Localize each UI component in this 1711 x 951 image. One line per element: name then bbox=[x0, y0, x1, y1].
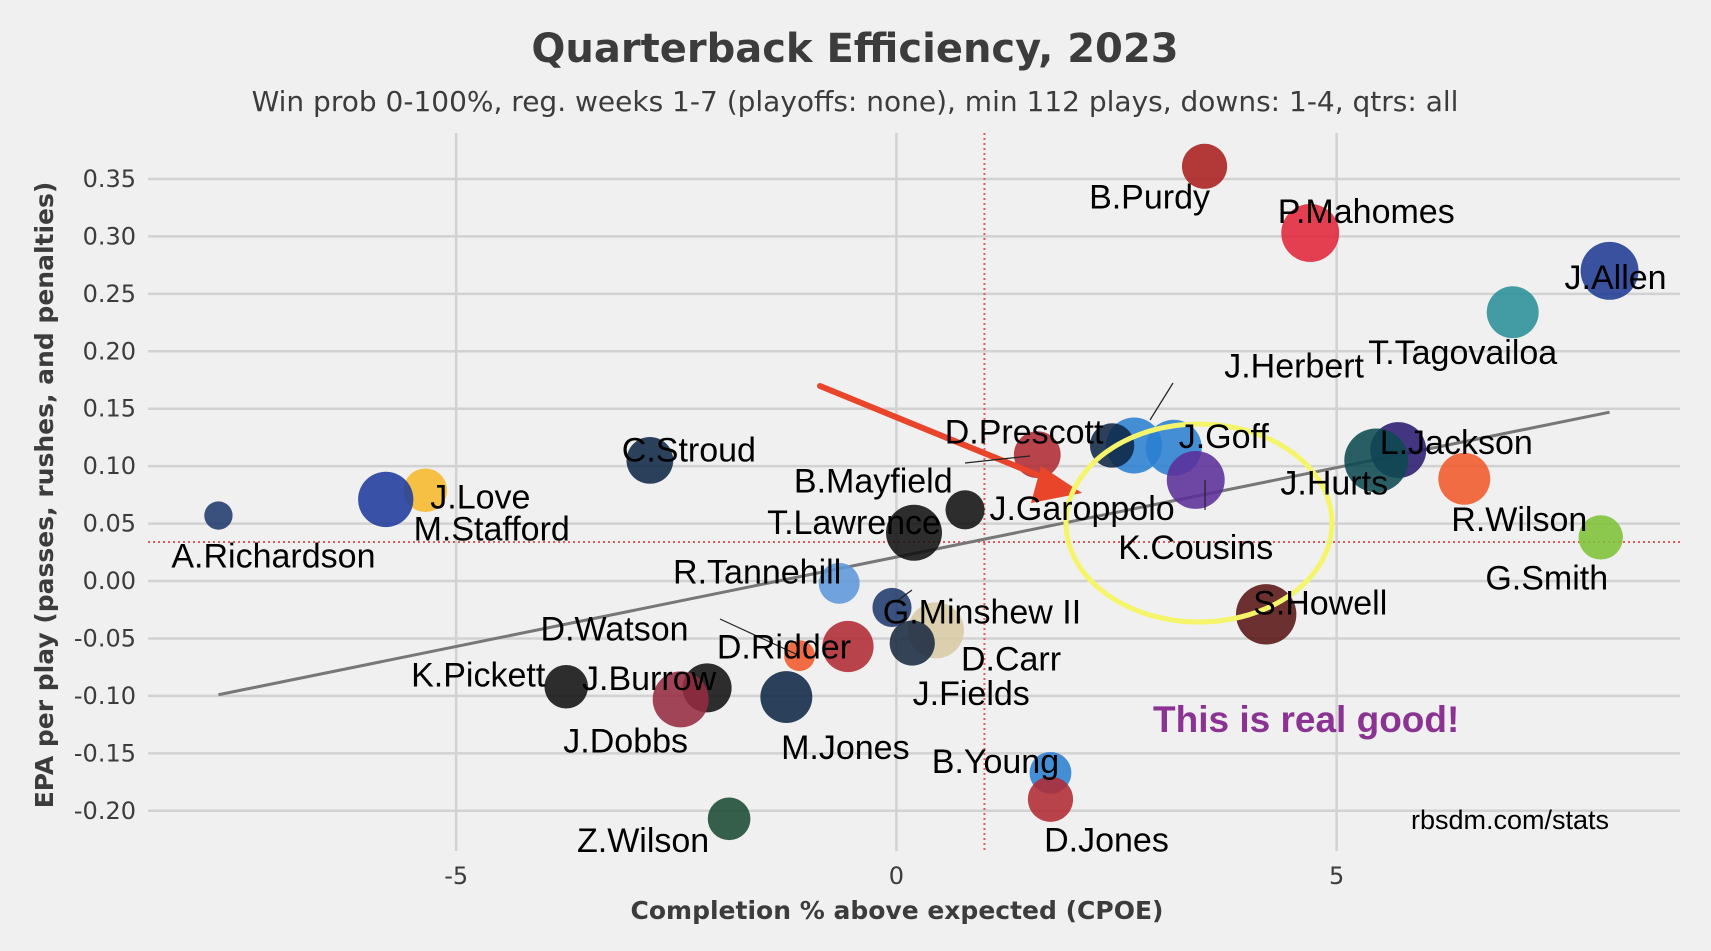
label-d-ridder: D.Ridder bbox=[717, 629, 851, 667]
point-m-stafford bbox=[358, 471, 414, 528]
label-d-watson: D.Watson bbox=[541, 611, 689, 649]
label-b-mayfield: B.Mayfield bbox=[794, 463, 953, 501]
label-b-young: B.Young bbox=[932, 743, 1059, 781]
y-tick-label: 0.25 bbox=[83, 280, 136, 308]
label-m-jones: M.Jones bbox=[781, 729, 910, 767]
label-g-smith: G.Smith bbox=[1485, 559, 1608, 597]
highlight-circle bbox=[1063, 421, 1335, 625]
x-tick-label: -5 bbox=[444, 862, 468, 890]
point-r-wilson bbox=[1438, 452, 1491, 505]
y-axis-label: EPA per play (passes, rushes, and penalt… bbox=[30, 182, 59, 809]
label-d-carr: D.Carr bbox=[961, 640, 1061, 678]
label-j-fields: J.Fields bbox=[913, 675, 1030, 713]
axis-ticks: -0.20 -0.15 -0.10 -0.05 0.00 0.05 0.10 0.15 0.20… bbox=[74, 165, 1344, 890]
point-z-wilson bbox=[707, 797, 751, 841]
label-d-jones: D.Jones bbox=[1044, 821, 1169, 859]
y-tick-label: 0.30 bbox=[83, 222, 136, 250]
point-d-watson bbox=[784, 640, 815, 672]
label-l-jackson: L.Jackson bbox=[1380, 424, 1533, 462]
label-m-stafford: M.Stafford bbox=[414, 510, 570, 548]
y-tick-label: 0.05 bbox=[83, 510, 136, 538]
y-tick-label: 0.15 bbox=[83, 395, 136, 423]
label-r-tannehill: R.Tannehill bbox=[673, 553, 841, 591]
arrow-shaft bbox=[817, 383, 1053, 483]
label-j-dobbs: J.Dobbs bbox=[563, 722, 688, 760]
y-tick-label: 0.10 bbox=[83, 452, 136, 480]
point-p-mahomes bbox=[1281, 203, 1340, 262]
point-j-dobbs bbox=[652, 671, 709, 728]
point-a-richardson bbox=[204, 501, 233, 530]
point-j-hurts bbox=[1344, 428, 1409, 493]
label-j-garoppolo: J.Garoppolo bbox=[989, 490, 1174, 528]
point-r-tannehill bbox=[818, 562, 860, 604]
y-tick-label: -0.20 bbox=[74, 797, 136, 825]
label-c-stroud: C.Stroud bbox=[622, 431, 756, 469]
label-j-herbert: J.Herbert bbox=[1224, 347, 1364, 385]
point-j-garoppolo bbox=[945, 490, 985, 530]
label-k-pickett: K.Pickett bbox=[411, 657, 546, 695]
point-j-allen bbox=[1580, 241, 1639, 300]
label-b-purdy: B.Purdy bbox=[1089, 178, 1210, 216]
point-c-stroud bbox=[626, 437, 674, 484]
source-credit: rbsdm.com/stats bbox=[1411, 805, 1609, 835]
point-k-pickett bbox=[544, 664, 588, 709]
point-t-tagovailoa bbox=[1486, 286, 1539, 339]
y-tick-label: -0.10 bbox=[74, 682, 136, 710]
chart-subtitle: Win prob 0-100%, reg. weeks 1-7 (playoff… bbox=[252, 85, 1459, 118]
label-j-allen: J.Allen bbox=[1565, 259, 1667, 297]
leader-line bbox=[896, 589, 913, 602]
label-j-goff: J.Goff bbox=[1179, 418, 1270, 456]
label-j-hurts: J.Hurts bbox=[1280, 464, 1388, 502]
label-a-richardson: A.Richardson bbox=[171, 538, 375, 576]
x-axis-label: Completion % above expected (CPOE) bbox=[631, 896, 1164, 925]
leader-line bbox=[1149, 382, 1174, 421]
annotation-overlay bbox=[817, 383, 1335, 625]
points bbox=[204, 143, 1639, 841]
point-b-mayfield bbox=[1013, 431, 1061, 479]
label-z-wilson: Z.Wilson bbox=[577, 822, 709, 860]
y-tick-label: -0.15 bbox=[74, 739, 136, 767]
chart-title: Quarterback Efficiency, 2023 bbox=[531, 26, 1178, 72]
label-p-mahomes: P.Mahomes bbox=[1278, 193, 1455, 231]
label-t-lawrence: T.Lawrence bbox=[767, 504, 941, 542]
point-j-love bbox=[403, 468, 448, 513]
label-g-minshew-ii: G.Minshew II bbox=[883, 593, 1081, 631]
point-k-cousins bbox=[1166, 450, 1225, 509]
point-j-fields bbox=[889, 620, 935, 666]
point-d-ridder bbox=[822, 620, 874, 673]
label-j-love: J.Love bbox=[430, 478, 530, 516]
y-tick-label: -0.05 bbox=[74, 624, 136, 652]
x-tick-label: 0 bbox=[889, 862, 904, 890]
point-b-purdy bbox=[1181, 143, 1228, 189]
point-d-jones bbox=[1027, 776, 1074, 822]
label-r-wilson: R.Wilson bbox=[1451, 501, 1587, 539]
label-d-prescott: D.Prescott bbox=[945, 413, 1104, 451]
label-j-burrow: J.Burrow bbox=[582, 660, 717, 698]
point-m-jones bbox=[760, 671, 813, 724]
point-t-lawrence bbox=[886, 504, 942, 561]
leader-line bbox=[719, 618, 799, 656]
annotation-text: This is real good! bbox=[1153, 699, 1459, 740]
leader-line bbox=[964, 455, 1031, 464]
x-tick-label: 5 bbox=[1329, 862, 1344, 890]
label-k-cousins: K.Cousins bbox=[1118, 529, 1273, 567]
point-g-smith bbox=[1578, 515, 1623, 560]
label-s-howell: S.Howell bbox=[1253, 584, 1387, 622]
y-tick-label: 0.35 bbox=[83, 165, 136, 193]
y-tick-label: 0.00 bbox=[83, 567, 136, 595]
label-t-tagovailoa: T.Tagovailoa bbox=[1368, 334, 1557, 372]
y-tick-label: 0.20 bbox=[83, 337, 136, 365]
